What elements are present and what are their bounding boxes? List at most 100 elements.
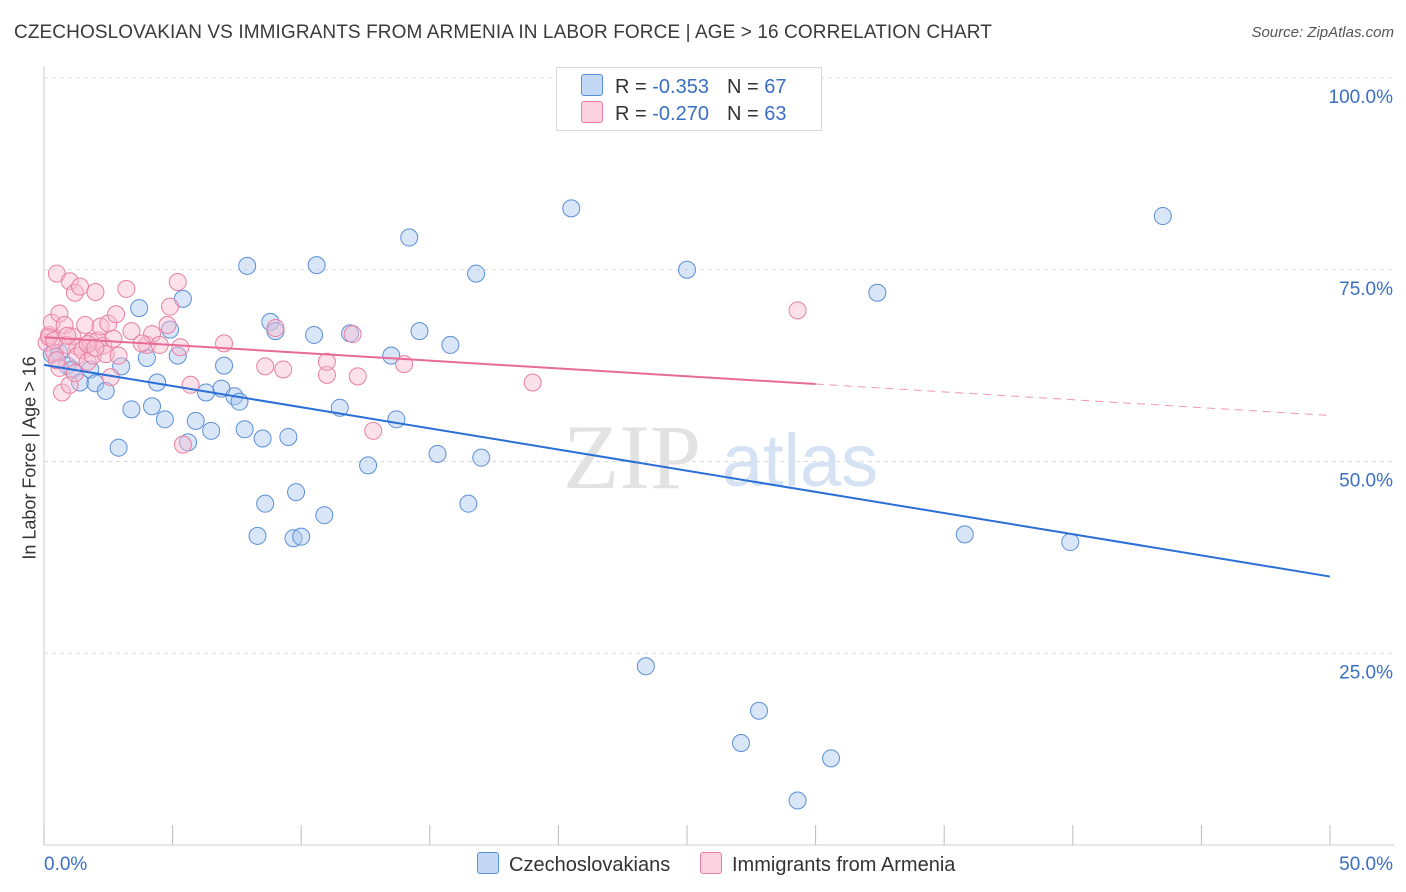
trend-line-czechoslovakians	[43, 363, 1331, 578]
data-point-czechoslovakians	[161, 320, 180, 339]
legend-row-czechoslovakians: R = -0.353 N = 67	[581, 74, 786, 100]
data-point-czechoslovakians	[459, 494, 478, 513]
data-point-czechoslovakians	[284, 529, 303, 548]
watermark-atlas: atlas	[722, 419, 878, 502]
y-tick-label: 25.0%	[1339, 662, 1393, 683]
legend-n-value: 63	[764, 103, 787, 125]
data-point-czechoslovakians	[202, 421, 221, 440]
data-point-armenia	[171, 338, 190, 357]
data-point-czechoslovakians	[256, 494, 275, 513]
data-point-armenia	[104, 329, 123, 348]
data-point-armenia	[71, 277, 90, 296]
data-point-armenia	[317, 352, 336, 371]
data-point-armenia	[343, 325, 362, 344]
data-point-czechoslovakians	[248, 526, 267, 545]
data-point-czechoslovakians	[130, 299, 149, 318]
legend-n-label: N =	[726, 76, 765, 98]
data-point-czechoslovakians	[315, 506, 334, 525]
data-point-armenia	[109, 346, 128, 365]
data-point-armenia	[86, 338, 105, 357]
data-point-czechoslovakians	[732, 733, 751, 752]
trend-lines	[43, 336, 1331, 578]
data-point-armenia	[47, 351, 66, 370]
legend-n-label: N =	[726, 103, 765, 125]
legend-swatch-blue	[581, 74, 603, 96]
data-point-czechoslovakians	[86, 374, 105, 393]
data-point-czechoslovakians	[428, 444, 447, 463]
data-point-armenia	[63, 327, 82, 346]
data-point-czechoslovakians	[472, 448, 491, 467]
data-point-czechoslovakians	[287, 483, 306, 502]
data-point-armenia	[68, 346, 87, 365]
legend-n-value: 67	[764, 76, 787, 98]
data-point-armenia	[274, 360, 293, 379]
data-point-armenia	[523, 373, 542, 392]
data-point-czechoslovakians	[109, 438, 128, 457]
data-point-czechoslovakians	[955, 525, 974, 544]
data-point-armenia	[107, 305, 126, 324]
trend-line-armenia	[43, 336, 816, 386]
tick-labels: 25.0% 50.0% 75.0% 100.0% 0.0% 50.0%	[44, 87, 1393, 875]
data-point-czechoslovakians	[1153, 207, 1172, 226]
y-tick-label: 75.0%	[1339, 279, 1393, 300]
data-point-czechoslovakians	[215, 356, 234, 375]
data-point-czechoslovakians	[235, 420, 254, 439]
x-tick-label-max: 50.0%	[1339, 854, 1393, 875]
data-point-czechoslovakians	[1061, 533, 1080, 552]
data-point-czechoslovakians	[122, 400, 141, 419]
bottom-legend-label: Immigrants from Armenia	[732, 854, 956, 876]
data-point-czechoslovakians	[868, 283, 887, 302]
legend-r-value: -0.270	[652, 103, 709, 125]
data-point-czechoslovakians	[238, 256, 257, 275]
data-point-czechoslovakians	[96, 381, 115, 400]
data-point-czechoslovakians	[467, 264, 486, 283]
data-point-armenia	[158, 315, 177, 334]
series-armenia-points	[37, 264, 807, 454]
data-point-armenia	[788, 301, 807, 320]
bottom-legend-swatch-blue	[477, 852, 499, 874]
data-point-czechoslovakians	[400, 228, 419, 247]
data-point-armenia	[53, 383, 72, 402]
data-point-armenia	[76, 315, 95, 334]
data-point-czechoslovakians	[359, 456, 378, 475]
data-point-czechoslovakians	[822, 749, 841, 768]
y-tick-label: 50.0%	[1339, 471, 1393, 492]
bottom-legend-czechoslovakians: Czechoslovakians	[477, 852, 670, 877]
data-point-czechoslovakians	[678, 260, 696, 279]
data-point-armenia	[60, 375, 79, 394]
data-point-czechoslovakians	[253, 429, 272, 448]
data-point-armenia	[60, 272, 79, 291]
trend-line-armenia-extension	[815, 383, 1331, 416]
correlation-legend: R = -0.353 N = 67 R = -0.270 N = 63	[556, 67, 822, 131]
y-tick-label: 100.0%	[1329, 87, 1394, 108]
bottom-legend-swatch-pink	[700, 852, 722, 874]
data-point-armenia	[96, 345, 115, 364]
data-point-armenia	[173, 435, 192, 454]
data-point-armenia	[117, 279, 136, 298]
legend-r-label: R =	[615, 103, 653, 125]
data-point-czechoslovakians	[410, 322, 429, 341]
data-point-armenia	[58, 326, 77, 345]
y-axis-label: In Labor Force | Age > 16	[19, 356, 40, 560]
data-point-armenia	[65, 364, 84, 383]
axes	[43, 66, 1394, 846]
data-point-czechoslovakians	[750, 701, 769, 720]
legend-r-value: -0.353	[652, 76, 709, 98]
x-tick-label-min: 0.0%	[44, 854, 87, 875]
data-point-armenia	[86, 282, 105, 301]
data-point-armenia	[256, 357, 275, 376]
data-point-armenia	[122, 322, 141, 341]
data-point-czechoslovakians	[387, 410, 406, 429]
data-point-czechoslovakians	[143, 397, 162, 416]
data-point-czechoslovakians	[382, 346, 401, 365]
legend-row-armenia: R = -0.270 N = 63	[581, 101, 786, 127]
data-point-armenia	[317, 365, 336, 384]
bottom-legend-armenia: Immigrants from Armenia	[700, 852, 955, 877]
data-point-armenia	[161, 297, 180, 316]
data-point-armenia	[348, 367, 367, 386]
data-point-czechoslovakians	[292, 527, 311, 546]
legend-r-label: R =	[615, 76, 653, 98]
data-point-armenia	[364, 421, 383, 440]
data-point-czechoslovakians	[279, 427, 298, 446]
